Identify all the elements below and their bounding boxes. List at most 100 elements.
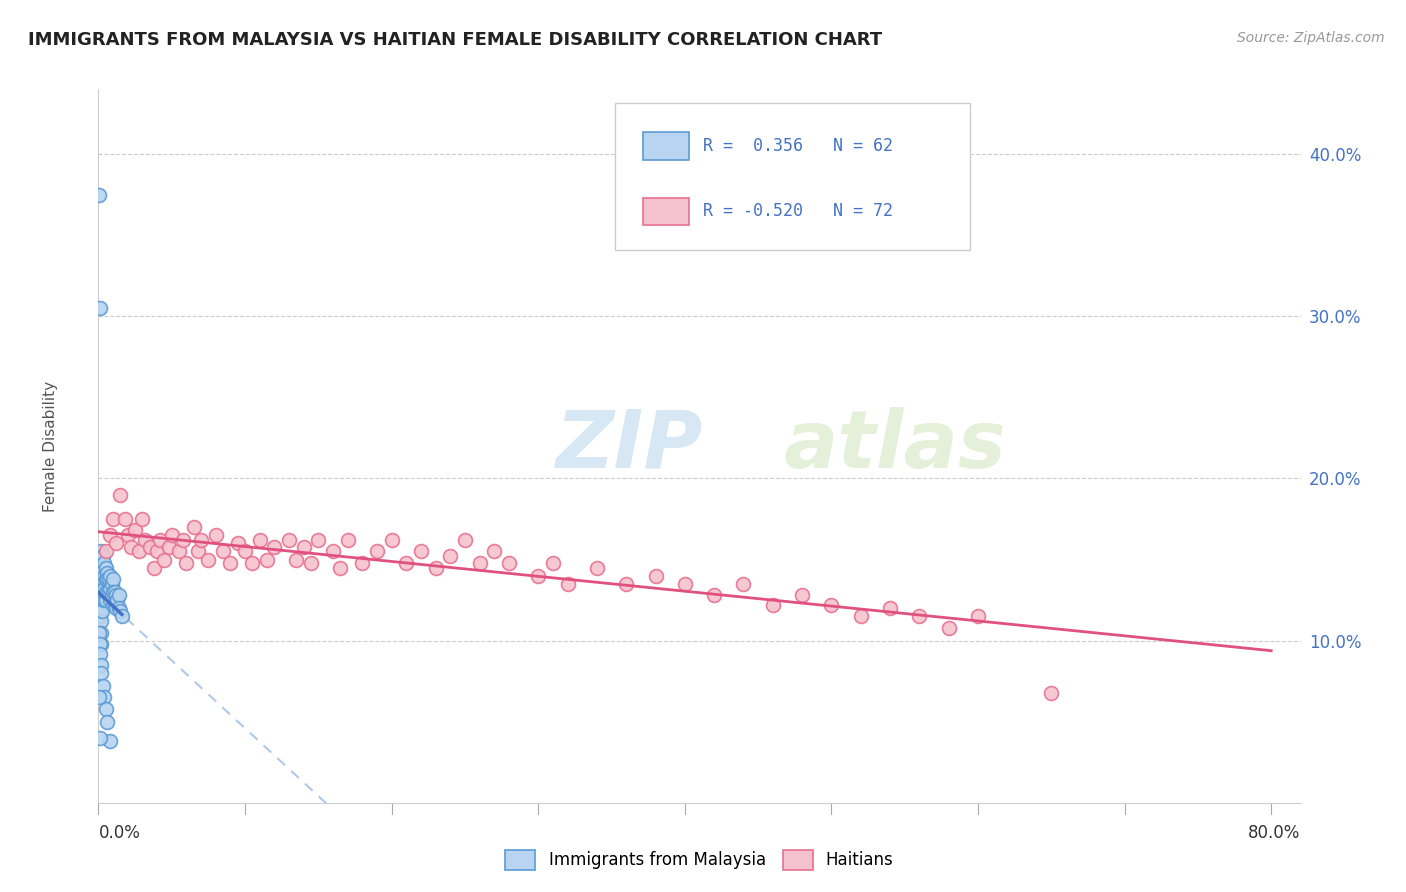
Point <box>96 585 118 599</box>
Point <box>967 609 990 624</box>
Point <box>703 588 725 602</box>
Point <box>292 540 315 554</box>
Text: atlas: atlas <box>783 407 1007 485</box>
Point <box>94 544 117 558</box>
Point <box>91 679 114 693</box>
Point <box>541 556 564 570</box>
Point <box>527 568 550 582</box>
Point <box>98 528 121 542</box>
Point <box>101 512 124 526</box>
Point <box>108 601 131 615</box>
Point <box>468 556 491 570</box>
Point <box>97 572 120 586</box>
Point <box>89 577 111 591</box>
Point <box>285 552 308 566</box>
Point <box>101 598 124 612</box>
Point <box>96 566 118 580</box>
Point <box>105 536 128 550</box>
Point <box>89 301 111 315</box>
Point <box>90 666 112 681</box>
Point <box>105 588 128 602</box>
Point <box>89 731 111 745</box>
FancyBboxPatch shape <box>643 132 689 160</box>
Text: IMMIGRANTS FROM MALAYSIA VS HAITIAN FEMALE DISABILITY CORRELATION CHART: IMMIGRANTS FROM MALAYSIA VS HAITIAN FEMA… <box>28 31 882 49</box>
Point <box>89 690 111 705</box>
Point <box>90 585 112 599</box>
Point <box>256 552 278 566</box>
Point <box>187 544 209 558</box>
Point <box>733 577 755 591</box>
Point <box>329 560 352 574</box>
Point <box>93 593 115 607</box>
Point <box>143 560 166 574</box>
Point <box>299 556 322 570</box>
Point <box>366 544 388 558</box>
Point <box>110 488 132 502</box>
Point <box>98 582 121 596</box>
Point <box>307 533 329 547</box>
Point <box>908 609 931 624</box>
Point <box>762 598 785 612</box>
FancyBboxPatch shape <box>643 198 689 225</box>
Point <box>94 585 117 599</box>
Point <box>352 556 374 570</box>
Point <box>204 528 226 542</box>
Point <box>98 568 121 582</box>
Point <box>336 533 359 547</box>
Point <box>820 598 842 612</box>
Point <box>263 540 285 554</box>
Point <box>249 533 271 547</box>
Legend: Immigrants from Malaysia, Haitians: Immigrants from Malaysia, Haitians <box>499 843 900 877</box>
Point <box>138 540 160 554</box>
Point <box>586 560 609 574</box>
Point <box>114 512 136 526</box>
Point <box>96 572 118 586</box>
Point <box>381 533 404 547</box>
Point <box>160 528 183 542</box>
Text: ZIP: ZIP <box>555 407 703 485</box>
Point <box>167 544 190 558</box>
Point <box>91 585 114 599</box>
Point <box>790 588 813 602</box>
Point <box>98 593 121 607</box>
Point <box>120 540 142 554</box>
Point <box>212 544 235 558</box>
Point <box>94 560 117 574</box>
Text: Source: ZipAtlas.com: Source: ZipAtlas.com <box>1237 31 1385 45</box>
Point <box>93 690 115 705</box>
Point <box>90 560 112 574</box>
Point <box>498 556 520 570</box>
Point <box>90 544 112 558</box>
Point <box>110 604 132 618</box>
Point <box>879 601 901 615</box>
Text: 0.0%: 0.0% <box>98 824 141 842</box>
Point <box>124 524 146 538</box>
Point <box>183 520 205 534</box>
Point <box>134 533 156 547</box>
Point <box>91 549 114 564</box>
Point <box>101 585 124 599</box>
Point <box>484 544 506 558</box>
Point <box>219 556 242 570</box>
Point <box>94 572 117 586</box>
Point <box>94 593 117 607</box>
Point <box>90 614 112 628</box>
Point <box>93 588 115 602</box>
Point <box>93 582 115 596</box>
Point <box>91 572 114 586</box>
Point <box>146 544 169 558</box>
Point <box>557 577 579 591</box>
Point <box>89 187 111 202</box>
Point <box>103 585 125 599</box>
Text: R = -0.520   N = 72: R = -0.520 N = 72 <box>703 202 893 220</box>
Point <box>108 588 131 602</box>
Point <box>107 593 129 607</box>
Point <box>111 609 134 624</box>
Point <box>117 528 139 542</box>
Point <box>278 533 301 547</box>
Point <box>93 556 115 570</box>
Point <box>94 702 117 716</box>
Point <box>89 647 111 661</box>
Point <box>233 544 256 558</box>
Point <box>240 556 263 570</box>
